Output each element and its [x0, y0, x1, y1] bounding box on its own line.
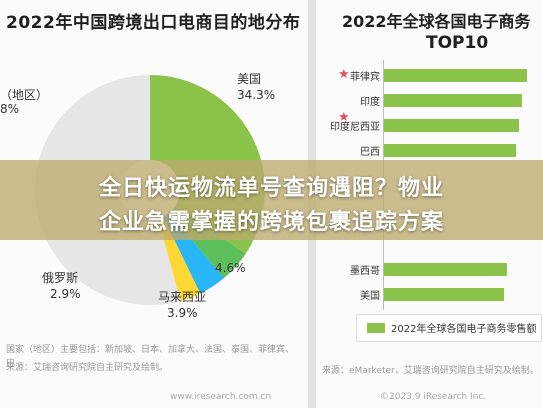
malaysia-pct: 3.9% [167, 306, 198, 320]
russia-label: 俄罗斯 [42, 271, 79, 285]
bar-label-0: 菲律宾 [350, 72, 380, 83]
bar-label-2: 印度尼西亚 [330, 122, 380, 133]
bar-1 [384, 94, 522, 107]
star-icon-1: ★ [338, 67, 350, 82]
right-watermark: ©2023.9 iResearch Inc. [380, 392, 487, 402]
left-source: 来源：艾瑞咨询研究院自主研究及绘制。 [6, 363, 169, 373]
usa-label: 美国 [237, 72, 262, 86]
headline-line-1: 全日快运物流单号查询遇阻？物业 [98, 176, 444, 201]
bar-label-5: 美国 [360, 291, 380, 302]
slice-pct-4-6: 4.6% [215, 261, 246, 275]
bar-0 [384, 69, 527, 82]
bar-2 [384, 119, 519, 132]
bar-legend: 2022年全球各国电子商务零售额 [356, 314, 542, 342]
region-pct: 8% [0, 102, 20, 116]
bar-4 [384, 263, 507, 276]
bar-label-1: 印度 [360, 97, 380, 108]
region-label: （地区） [0, 88, 49, 102]
usa-pct: 34.3% [237, 88, 276, 102]
bar-3 [384, 144, 516, 157]
right-chart-title: 2022年全球各国电子商务 [342, 12, 531, 31]
left-watermark: www.iresearch.com.cn [170, 392, 272, 402]
left-source-note: 国家（地区）主要包括：新加坡、日本、加拿大、法国、泰国、菲律宾、巴 [6, 345, 295, 369]
legend-text: 2022年全球各国电子商务零售额 [391, 324, 537, 335]
right-chart-subtitle: TOP10 [426, 33, 489, 53]
russia-pct: 2.9% [50, 287, 81, 301]
headline-banner: 全日快运物流单号查询遇阻？物业 企业急需掌握的跨境包裹追踪方案 [0, 160, 543, 240]
star-icon-2: ★ [338, 110, 350, 125]
legend-swatch [367, 323, 385, 333]
bar-label-3: 巴西 [360, 147, 380, 158]
headline-line-2: 企业急需掌握的跨境包裹追踪方案 [98, 210, 444, 235]
bar-5 [384, 288, 504, 301]
malaysia-label: 马来西亚 [158, 290, 207, 304]
bar-label-4: 墨西哥 [350, 266, 380, 277]
left-chart-title: 2022年中国跨境出口电商目的地分布 [6, 13, 301, 33]
right-source: 来源：eMarketer，艾瑞咨询研究院自主研究及绘制。 [322, 366, 539, 376]
